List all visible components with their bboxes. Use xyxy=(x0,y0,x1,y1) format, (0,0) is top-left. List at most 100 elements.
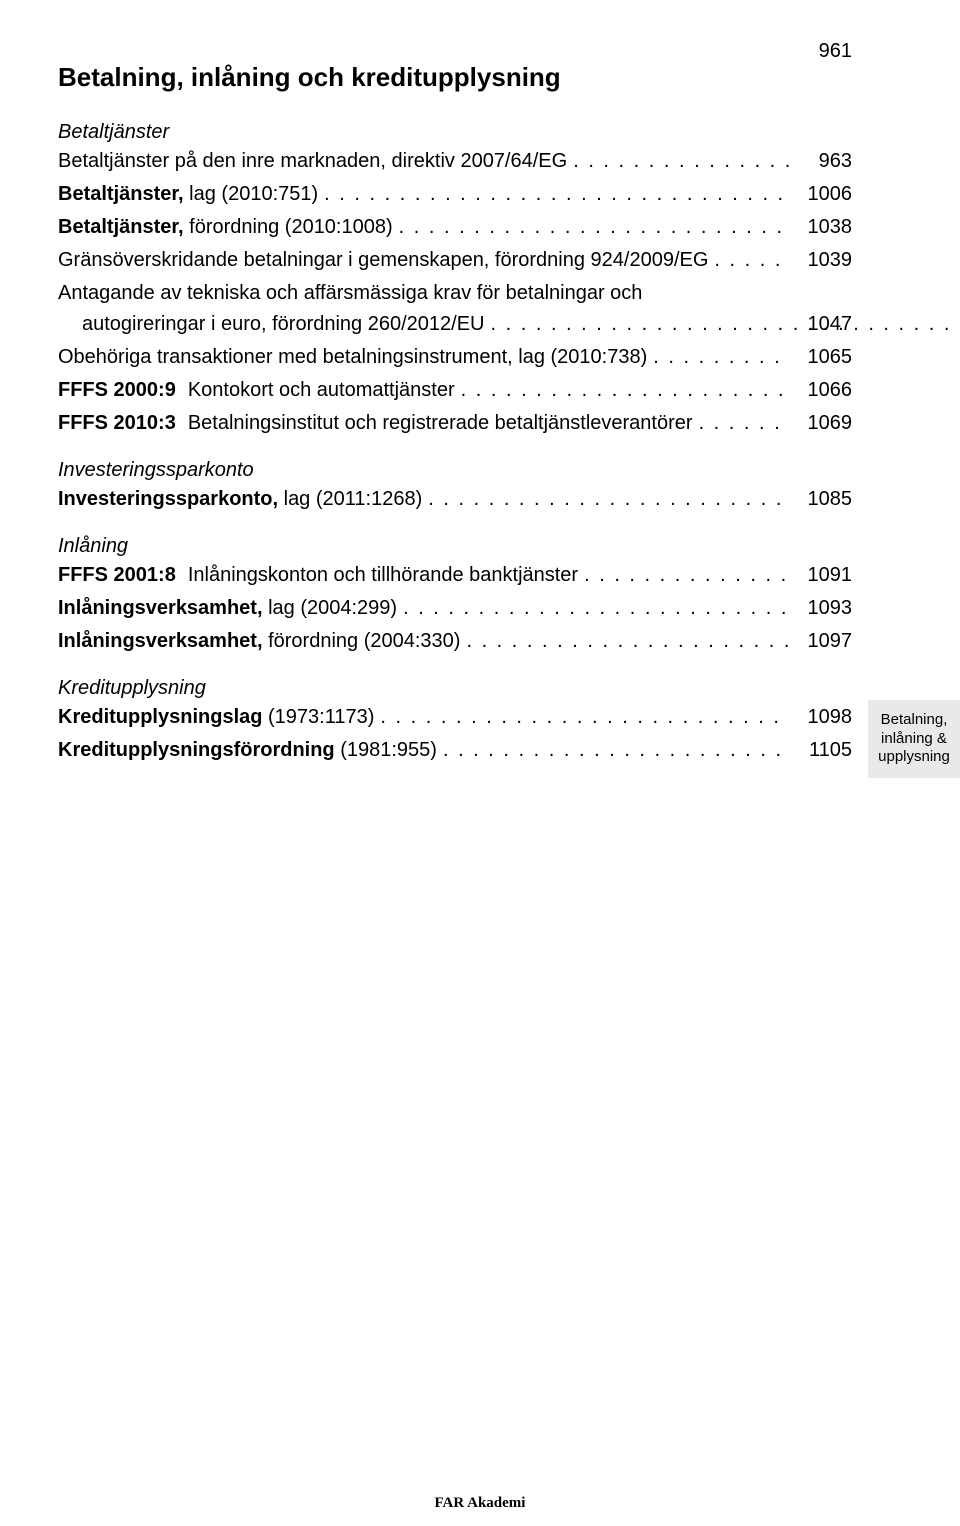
toc-text: Inlåningsverksamhet, förordning (2004:33… xyxy=(58,626,460,657)
toc-entry: Betaltjänster på den inre marknaden, dir… xyxy=(58,146,852,177)
toc-leaders: . . . . . . . . . . . . . . . . . . . . … xyxy=(461,375,790,406)
toc-body: BetaltjänsterBetaltjänster på den inre m… xyxy=(58,121,852,766)
toc-text: Kreditupplysningsförordning (1981:955) xyxy=(58,735,437,766)
toc-text-wrap: Antagande av tekniska och affärsmässiga … xyxy=(58,278,796,340)
toc-prefix: FFFS 2001:8 xyxy=(58,560,176,591)
toc-entry: Antagande av tekniska och affärsmässiga … xyxy=(58,278,852,340)
toc-text-rest: förordning (2004:330) xyxy=(263,630,461,652)
side-tab-line: Betalning, xyxy=(881,711,948,730)
section-heading: Betaltjänster xyxy=(58,121,852,144)
toc-page: 1091 xyxy=(796,560,852,591)
side-tab-line: inlåning & xyxy=(881,730,947,749)
toc-text: Obehöriga transaktioner med betalningsin… xyxy=(58,342,647,373)
toc-text-line: Antagande av tekniska och affärsmässiga … xyxy=(58,278,796,309)
toc-page: 1098 xyxy=(796,702,852,733)
toc-entry: Investeringssparkonto, lag (2011:1268). … xyxy=(58,484,852,515)
toc-entry: Gränsöverskridande betalningar i gemensk… xyxy=(58,245,852,276)
toc-page: 1097 xyxy=(796,626,852,657)
toc-text-wrap: Betalningsinstitut och registrerade beta… xyxy=(188,408,796,439)
toc-entry: Kreditupplysningslag (1973:1173). . . . … xyxy=(58,702,852,733)
toc-text-bold: Inlåningsverksamhet, xyxy=(58,630,263,652)
toc-leaders: . . . . . . . . . . . . . . . . . . . . … xyxy=(428,484,790,515)
section-heading: Kreditupplysning xyxy=(58,677,852,700)
toc-leaders: . . . . . . . . . . . . . . . . . . . . … xyxy=(403,593,790,624)
toc-leaders: . . . . . . . . . . . . . . . . . . . . … xyxy=(466,626,790,657)
toc-text-wrap: Kreditupplysningslag (1973:1173). . . . … xyxy=(58,702,796,733)
toc-page: 1066 xyxy=(796,375,852,406)
toc-text-bold: Kreditupplysningslag xyxy=(58,706,262,728)
toc-text-line: autogireringar i euro, förordning 260/20… xyxy=(58,309,484,340)
toc-text-wrap: Gränsöverskridande betalningar i gemensk… xyxy=(58,245,796,276)
toc-text-wrap: Kreditupplysningsförordning (1981:955). … xyxy=(58,735,796,766)
toc-text: Betalningsinstitut och registrerade beta… xyxy=(188,408,693,439)
toc-page: 1093 xyxy=(796,593,852,624)
toc-page: 1038 xyxy=(796,212,852,243)
side-tab-line: upplysning xyxy=(878,748,950,767)
toc-page: 963 xyxy=(796,146,852,177)
toc-leaders: . . . . . . . . . . . . . . . . . . . . … xyxy=(490,309,960,340)
toc-entry: FFFS 2010:3 Betalningsinstitut och regist… xyxy=(58,408,852,439)
toc-text-bold: Inlåningsverksamhet, xyxy=(58,597,263,619)
toc-page: 1065 xyxy=(796,342,852,373)
toc-entry: Kreditupplysningsförordning (1981:955). … xyxy=(58,735,852,766)
toc-entry: FFFS 2000:9 Kontokort och automattjänster… xyxy=(58,375,852,406)
toc-text-wrap: Inlåningsverksamhet, förordning (2004:33… xyxy=(58,626,796,657)
page-number-top: 961 xyxy=(819,40,852,63)
toc-text: Investeringssparkonto, lag (2011:1268) xyxy=(58,484,422,515)
toc-leaders: . . . . . . . . . . . . . . . . . . . . … xyxy=(584,560,790,591)
toc-leaders: . . . . . . . . . . . . . . . . . . . . … xyxy=(324,179,790,210)
toc-text: Gränsöverskridande betalningar i gemensk… xyxy=(58,245,708,276)
toc-leaders: . . . . . . . . . . . . . . . . . . . . … xyxy=(699,408,790,439)
toc-page: 1105 xyxy=(796,735,852,766)
toc-text-wrap: Inlåningskonton och tillhörande banktjän… xyxy=(188,560,796,591)
toc-page: 1006 xyxy=(796,179,852,210)
toc-text-wrap: Betaltjänster, förordning (2010:1008). .… xyxy=(58,212,796,243)
toc-text-wrap: Kontokort och automattjänster. . . . . .… xyxy=(188,375,796,406)
toc-text-wrap: Inlåningsverksamhet, lag (2004:299). . .… xyxy=(58,593,796,624)
toc-entry: Inlåningsverksamhet, förordning (2004:33… xyxy=(58,626,852,657)
toc-text: Kontokort och automattjänster xyxy=(188,375,455,406)
toc-text-bold: Investeringssparkonto, xyxy=(58,488,278,510)
toc-entry: FFFS 2001:8 Inlåningskonton och tillhöran… xyxy=(58,560,852,591)
footer-publisher: FAR Akademi xyxy=(0,1495,960,1512)
page: 961 Betalning, inlåning och kreditupplys… xyxy=(0,0,960,1526)
toc-text: Betaltjänster, lag (2010:751) xyxy=(58,179,318,210)
toc-prefix: FFFS 2010:3 xyxy=(58,408,176,439)
toc-text-rest: förordning (2010:1008) xyxy=(184,216,393,238)
toc-text: Kreditupplysningslag (1973:1173) xyxy=(58,702,374,733)
toc-entry: Obehöriga transaktioner med betalningsin… xyxy=(58,342,852,373)
toc-text: Betaltjänster på den inre marknaden, dir… xyxy=(58,146,567,177)
toc-page: 1085 xyxy=(796,484,852,515)
toc-entry: Betaltjänster, lag (2010:751). . . . . .… xyxy=(58,179,852,210)
toc-text: Inlåningsverksamhet, lag (2004:299) xyxy=(58,593,397,624)
toc-page: 1047 xyxy=(796,309,852,340)
section-heading: Investeringssparkonto xyxy=(58,459,852,482)
toc-leaders: . . . . . . . . . . . . . . . . . . . . … xyxy=(714,245,790,276)
toc-prefix: FFFS 2000:9 xyxy=(58,375,176,406)
toc-text-rest: lag (2004:299) xyxy=(263,597,398,619)
toc-text: Betaltjänster, förordning (2010:1008) xyxy=(58,212,393,243)
toc-leaders: . . . . . . . . . . . . . . . . . . . . … xyxy=(380,702,790,733)
toc-text-rest: (1981:955) xyxy=(335,739,437,761)
toc-text-bold: Kreditupplysningsförordning xyxy=(58,739,335,761)
toc-text-wrap: Investeringssparkonto, lag (2011:1268). … xyxy=(58,484,796,515)
toc-text: Inlåningskonton och tillhörande banktjän… xyxy=(188,560,578,591)
toc-text-rest: (1973:1173) xyxy=(262,706,374,728)
toc-text-rest: lag (2011:1268) xyxy=(278,488,422,510)
toc-text-bold: Betaltjänster, xyxy=(58,183,184,205)
page-title: Betalning, inlåning och kreditupplysning xyxy=(58,62,852,93)
toc-leaders: . . . . . . . . . . . . . . . . . . . . … xyxy=(653,342,790,373)
section-heading: Inlåning xyxy=(58,535,852,558)
toc-page: 1039 xyxy=(796,245,852,276)
toc-text-wrap: Betaltjänster på den inre marknaden, dir… xyxy=(58,146,796,177)
side-tab: Betalning, inlåning & upplysning xyxy=(868,700,960,778)
toc-leaders: . . . . . . . . . . . . . . . . . . . . … xyxy=(399,212,790,243)
toc-text-wrap: Obehöriga transaktioner med betalningsin… xyxy=(58,342,796,373)
toc-text-bold: Betaltjänster, xyxy=(58,216,184,238)
toc-leaders: . . . . . . . . . . . . . . . . . . . . … xyxy=(573,146,790,177)
toc-leaders: . . . . . . . . . . . . . . . . . . . . … xyxy=(443,735,790,766)
toc-entry: Betaltjänster, förordning (2010:1008). .… xyxy=(58,212,852,243)
toc-page: 1069 xyxy=(796,408,852,439)
toc-entry: Inlåningsverksamhet, lag (2004:299). . .… xyxy=(58,593,852,624)
toc-text-rest: lag (2010:751) xyxy=(184,183,319,205)
